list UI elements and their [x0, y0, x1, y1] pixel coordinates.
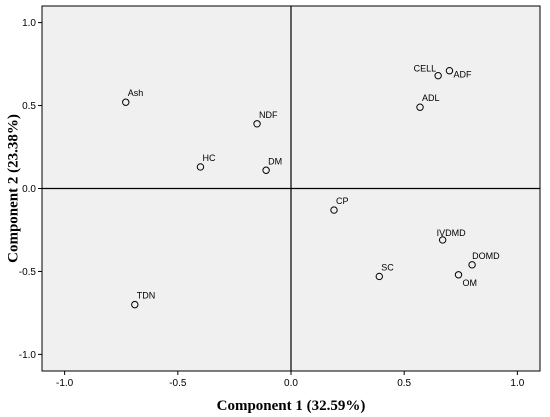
- point-label: OM: [463, 278, 478, 288]
- point-label: ADL: [422, 93, 440, 103]
- point-label: Ash: [128, 88, 144, 98]
- x-tick-label: -0.5: [169, 378, 187, 389]
- x-tick-label: 0.0: [284, 378, 298, 389]
- data-point: [253, 120, 261, 128]
- data-point: [262, 166, 270, 174]
- y-tick-label: 0.5: [22, 101, 36, 112]
- data-point: [438, 236, 447, 244]
- data-point: [196, 163, 205, 171]
- point-label: DM: [268, 156, 282, 166]
- point-label: HC: [202, 153, 215, 163]
- reference-lines: [42, 6, 540, 371]
- point-label: TDN: [137, 291, 156, 301]
- data-point: [445, 67, 454, 75]
- data-point: [131, 300, 139, 309]
- point-label: SC: [381, 262, 394, 272]
- y-axis-ticks: -1.0 -0.5 0.0 0.5 1.0: [19, 18, 42, 361]
- x-tick-label: 1.0: [510, 378, 524, 389]
- point-label: IVDMD: [437, 228, 467, 238]
- point-label: NDF: [259, 110, 278, 120]
- data-points: Ash NDF HC DM CELL ADF ADL CP IVDMD DOMD OM SC TDN: [122, 64, 500, 309]
- x-axis-ticks: -1.0 -0.5 0.0 0.5 1.0: [56, 371, 525, 389]
- point-label: CP: [336, 196, 349, 206]
- data-point: [375, 272, 383, 281]
- point-label: DOMD: [472, 251, 500, 261]
- data-point: [416, 103, 424, 111]
- point-label: ADF: [453, 70, 472, 80]
- x-tick-label: -1.0: [56, 378, 74, 389]
- point-label: CELL: [414, 64, 437, 74]
- y-tick-label: 0.0: [22, 184, 36, 195]
- data-point: [330, 206, 338, 214]
- y-tick-label: 1.0: [22, 18, 36, 29]
- data-point: [434, 71, 442, 80]
- y-tick-label: -1.0: [19, 350, 37, 361]
- data-point: [122, 98, 130, 106]
- x-tick-label: 0.5: [397, 378, 411, 389]
- y-axis-title: Component 2 (23.38%): [5, 114, 21, 263]
- data-point: [454, 271, 463, 279]
- y-tick-label: -0.5: [19, 267, 37, 278]
- x-axis-title: Component 1 (32.59%): [217, 398, 366, 414]
- data-point: [468, 261, 476, 269]
